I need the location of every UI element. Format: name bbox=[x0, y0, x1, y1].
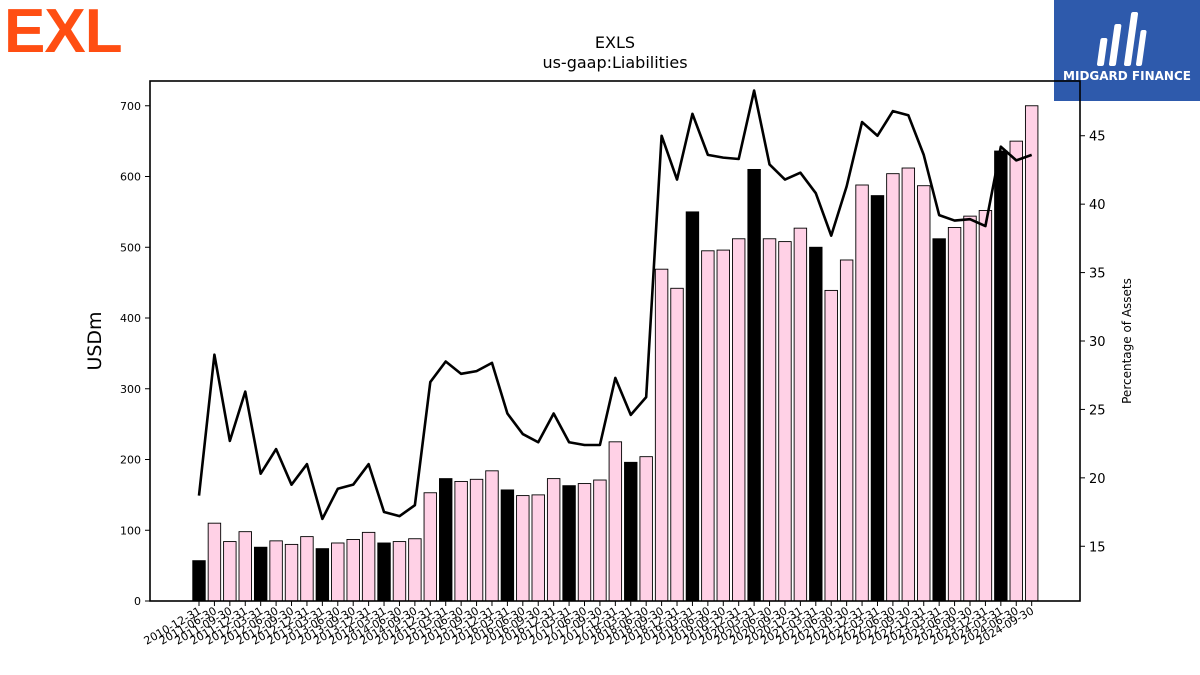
bar-2023-06-30 bbox=[963, 215, 977, 602]
y2-axis-label: Percentage of Assets bbox=[1120, 278, 1134, 404]
bar-2012-12-31 bbox=[315, 548, 330, 602]
midgard-finance-label: MIDGARD FINANCE bbox=[1063, 69, 1191, 83]
bar-2019-09-30 bbox=[732, 238, 746, 602]
bar-2017-06-30 bbox=[593, 479, 607, 602]
chart-title: EXLS bbox=[595, 33, 635, 52]
bar-2021-12-31 bbox=[870, 195, 885, 602]
y2-tick-label: 45 bbox=[1089, 130, 1106, 145]
bar-2022-12-31 bbox=[932, 238, 946, 602]
midgard-finance-logo: MIDGARD FINANCE bbox=[1054, 0, 1200, 101]
bar-2023-12-31 bbox=[994, 150, 1008, 602]
bar-2024-06-30 bbox=[1024, 105, 1039, 602]
bar-2012-06-30 bbox=[284, 543, 299, 602]
bar-2014-09-30 bbox=[423, 492, 437, 602]
y2-tick-label: 40 bbox=[1089, 198, 1106, 213]
bar-2019-03-31 bbox=[701, 250, 715, 602]
bar-2016-12-31 bbox=[562, 485, 576, 602]
y-tick-label: 300 bbox=[120, 383, 141, 396]
bar-2012-09-30 bbox=[300, 536, 314, 602]
bar-2013-03-31 bbox=[331, 542, 345, 602]
y2-tick-label: 15 bbox=[1089, 540, 1106, 555]
bar-2014-12-31 bbox=[439, 478, 453, 602]
bar-2011-12-31 bbox=[253, 546, 268, 602]
bar-2020-09-30 bbox=[793, 227, 808, 602]
bar-2023-03-31 bbox=[947, 226, 962, 602]
midgard-logo-mark bbox=[1054, 0, 1200, 101]
y-tick-label: 400 bbox=[120, 312, 141, 325]
bar-2010-12-31 bbox=[192, 560, 206, 602]
bar-2021-03-31 bbox=[824, 289, 838, 602]
bar-2021-09-30 bbox=[855, 184, 869, 602]
y-tick-label: 100 bbox=[120, 524, 141, 537]
bar-2024-03-31 bbox=[1009, 140, 1023, 602]
bar-2016-09-30 bbox=[546, 478, 561, 602]
bar-2018-12-31 bbox=[685, 211, 700, 602]
bar-2015-09-30 bbox=[485, 470, 499, 602]
bar-2016-03-31 bbox=[516, 495, 530, 602]
y2-tick-label: 35 bbox=[1089, 267, 1106, 282]
bar-2018-03-31 bbox=[639, 456, 653, 602]
bar-2018-09-30 bbox=[670, 287, 684, 602]
bar-2013-09-30 bbox=[361, 531, 376, 602]
bar-2021-06-30 bbox=[839, 259, 854, 602]
y-tick-label: 600 bbox=[120, 171, 141, 184]
bar-2023-09-30 bbox=[978, 210, 993, 602]
bar-2017-03-31 bbox=[577, 483, 592, 602]
exl-logo: EXL bbox=[4, 0, 123, 66]
bar-2015-03-31 bbox=[454, 480, 468, 602]
bar-2015-12-31 bbox=[500, 489, 515, 602]
bar-2017-12-31 bbox=[624, 461, 638, 602]
bar-2018-06-30 bbox=[654, 268, 669, 602]
y-tick-label: 700 bbox=[120, 100, 141, 113]
bar-2019-06-30 bbox=[716, 249, 730, 602]
bar-2011-09-30 bbox=[238, 531, 252, 602]
bar-2014-03-31 bbox=[392, 541, 407, 602]
bar-2013-06-30 bbox=[346, 539, 360, 602]
y-tick-label: 200 bbox=[120, 454, 141, 467]
bar-2014-06-30 bbox=[408, 538, 422, 602]
bar-2011-06-30 bbox=[223, 541, 237, 602]
bar-2017-09-30 bbox=[608, 441, 623, 602]
chart-subtitle: us-gaap:Liabilities bbox=[542, 53, 687, 72]
y-tick-label: 500 bbox=[120, 241, 141, 254]
bar-2013-12-31 bbox=[377, 542, 391, 602]
y-tick-label: 0 bbox=[134, 595, 141, 608]
bar-2022-03-31 bbox=[886, 173, 900, 602]
bar-2020-12-31 bbox=[809, 246, 823, 602]
bar-2015-06-30 bbox=[469, 478, 484, 602]
percentage-of-assets-line bbox=[197, 89, 1033, 521]
y-axis-label: USDm bbox=[84, 311, 106, 370]
bar-2019-12-31 bbox=[747, 168, 761, 602]
y2-tick-label: 30 bbox=[1089, 335, 1106, 350]
bar-2022-06-30 bbox=[901, 167, 916, 602]
bar-2012-03-31 bbox=[269, 540, 283, 602]
bar-2011-03-31 bbox=[207, 522, 222, 602]
bar-2022-09-30 bbox=[917, 185, 931, 602]
y2-tick-label: 20 bbox=[1089, 472, 1106, 487]
bar-2020-06-30 bbox=[778, 241, 792, 602]
bar-2020-03-31 bbox=[762, 238, 777, 602]
y2-tick-label: 25 bbox=[1089, 403, 1106, 418]
bar-2016-06-30 bbox=[531, 494, 545, 602]
